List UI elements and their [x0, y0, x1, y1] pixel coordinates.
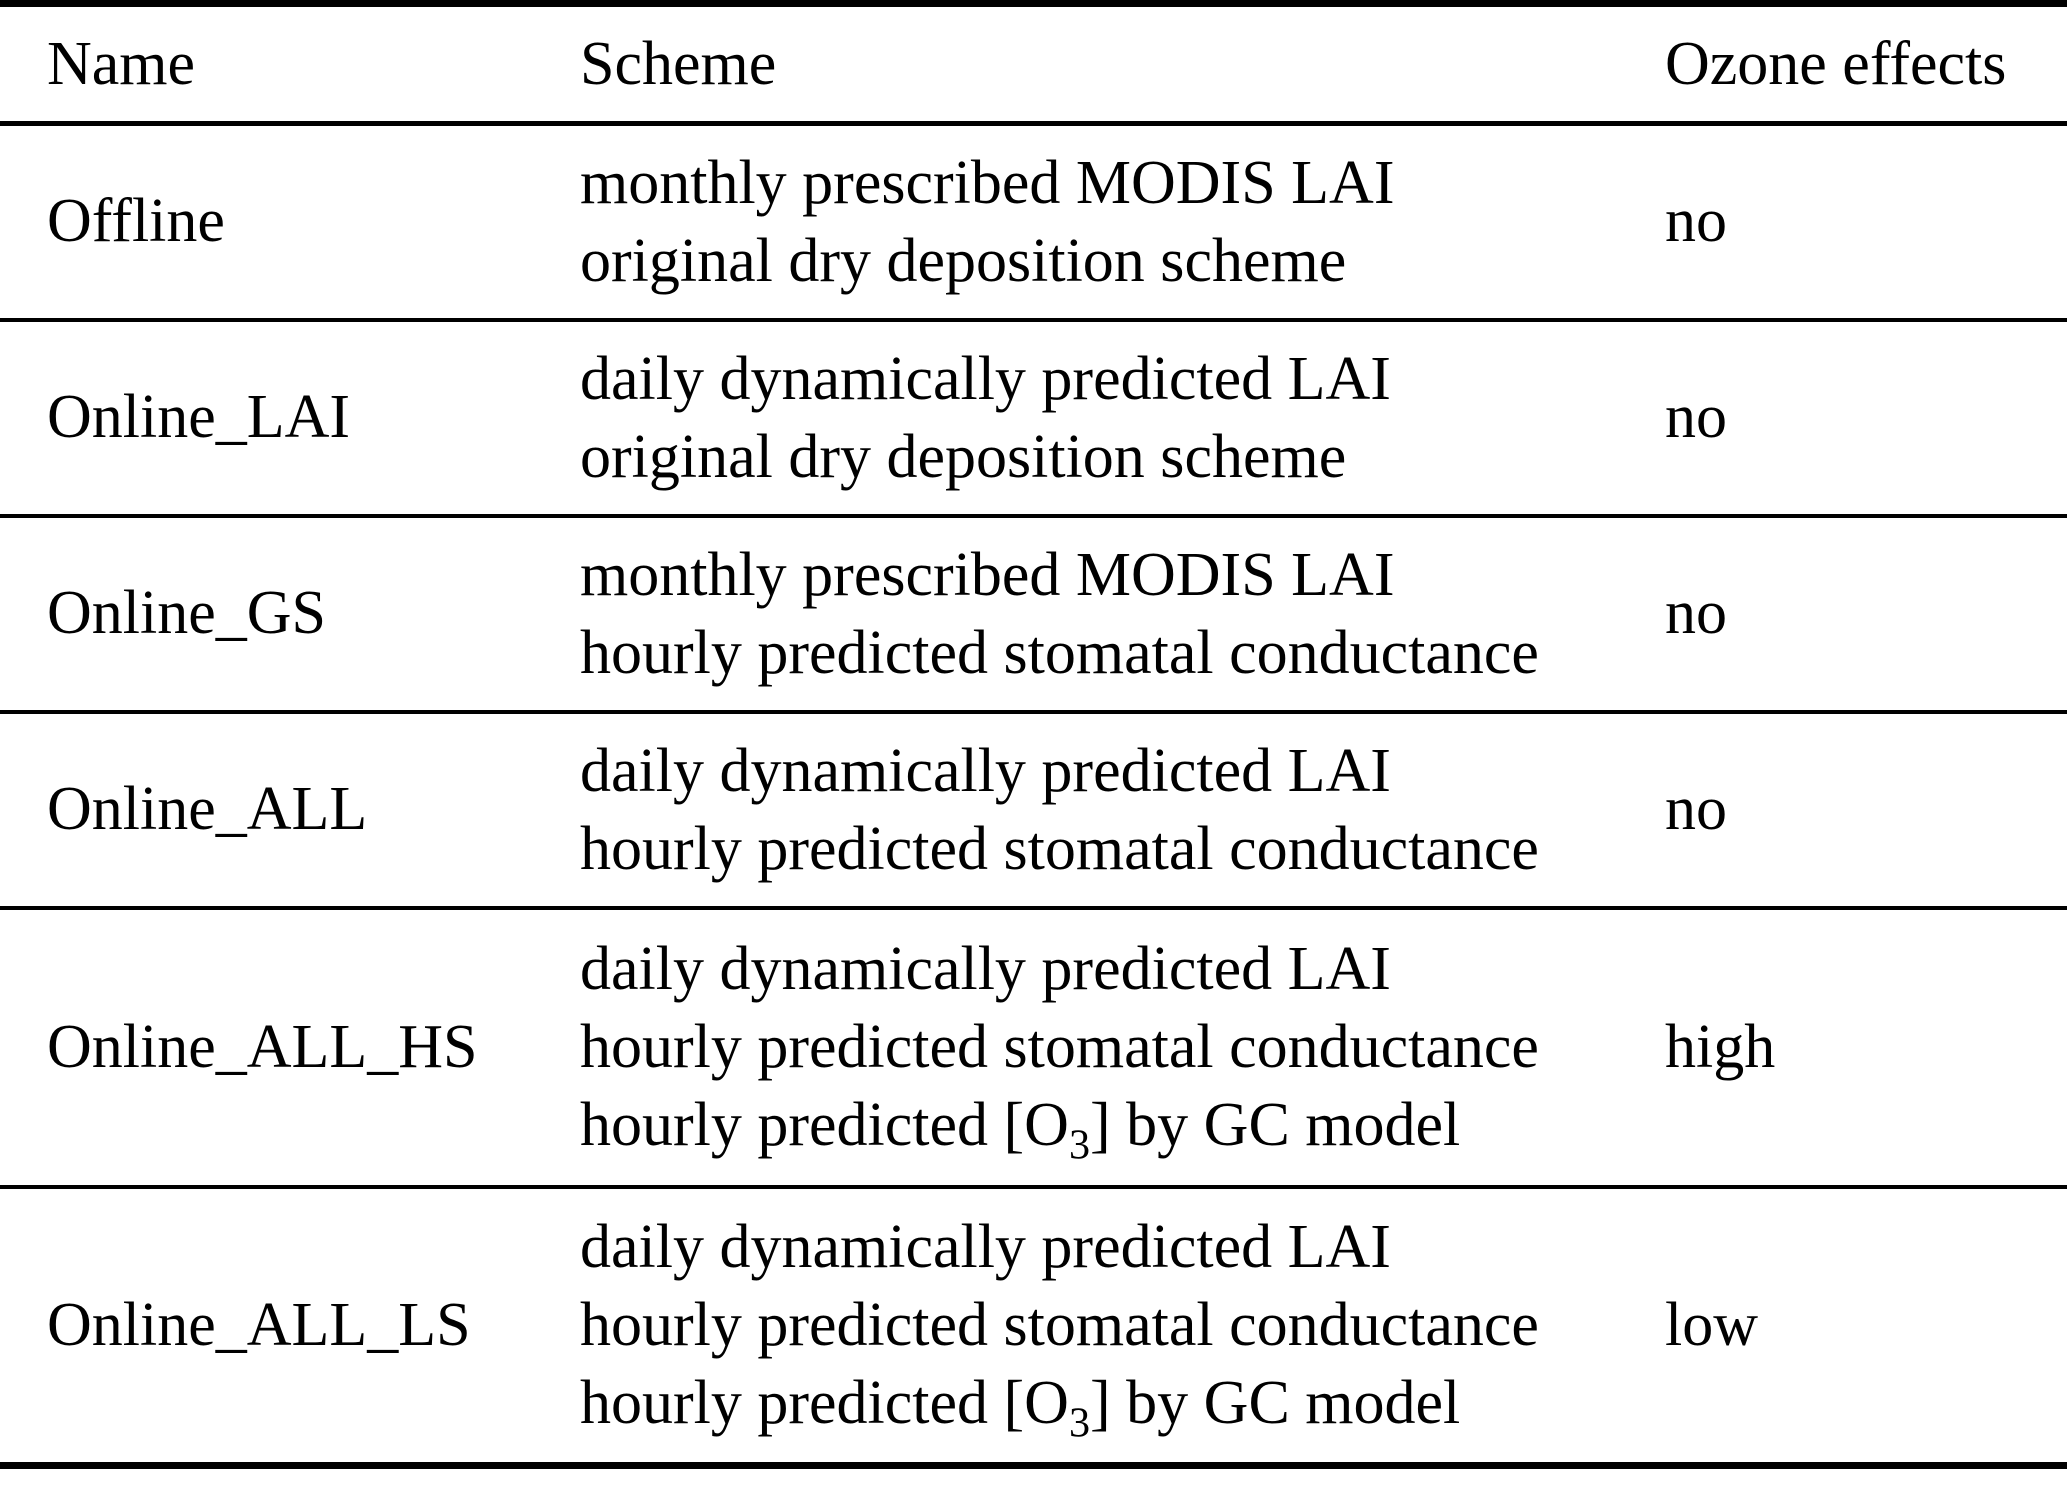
scheme-line: hourly predicted stomatal conductance	[580, 1291, 1539, 1360]
experiment-name: Online_LAI	[47, 383, 351, 451]
table-row: Online_LAI daily dynamically predicted LA…	[0, 320, 2067, 516]
scheme-cell: monthly prescribed MODIS LAI hourly predi…	[580, 516, 1665, 712]
scheme-cell: daily dynamically predicted LAI hourly pr…	[580, 1187, 1665, 1466]
scheme-line: hourly predicted [O3] by GC model	[580, 1369, 1461, 1447]
scheme-line: hourly predicted [O3] by GC model	[580, 1091, 1461, 1169]
experiment-name: Online_ALL_HS	[47, 1012, 478, 1081]
scheme-line: original dry deposition scheme	[580, 422, 1347, 491]
ozone-effect-value: no	[1665, 187, 1727, 256]
scheme-cell: monthly prescribed MODIS LAI original dry…	[580, 124, 1665, 320]
ozone-effect-value: low	[1665, 1290, 1758, 1359]
scheme-line: daily dynamically predicted LAI	[580, 736, 1391, 805]
table-row: Online_ALL daily dynamically predicted LA…	[0, 712, 2067, 908]
column-header-name: Name	[47, 29, 196, 98]
ozone-effect-value: no	[1665, 383, 1727, 451]
scheme-cell: daily dynamically predicted LAI hourly pr…	[580, 908, 1665, 1187]
scheme-line: daily dynamically predicted LAI	[580, 344, 1391, 413]
experiment-name: Online_ALL	[47, 775, 368, 843]
scheme-line: hourly predicted stomatal conductance	[580, 814, 1539, 883]
table-row: Offline monthly prescribed MODIS LAI origi…	[0, 124, 2067, 320]
table-header: Name Scheme Ozone effects	[0, 4, 2067, 124]
scheme-cell: daily dynamically predicted LAI hourly pr…	[580, 712, 1665, 908]
scheme-line: monthly prescribed MODIS LAI	[580, 540, 1395, 609]
experiment-name: Online_GS	[47, 579, 326, 647]
ozone-effect-value: no	[1665, 775, 1727, 843]
table-row: Online_ALL_LS daily dynamically predicted…	[0, 1187, 2067, 1466]
header-row: Name Scheme Ozone effects	[0, 4, 2067, 124]
scheme-line: monthly prescribed MODIS LAI	[580, 148, 1395, 217]
column-header-scheme: Scheme	[580, 29, 777, 98]
ozone-effect-value: no	[1665, 579, 1727, 647]
table-row: Online_ALL_HS daily dynamically predicted…	[0, 908, 2067, 1187]
scheme-cell: daily dynamically predicted LAI original …	[580, 320, 1665, 516]
scheme-line: original dry deposition scheme	[580, 226, 1347, 295]
table-row: Online_GS monthly prescribed MODIS LAI hou…	[0, 516, 2067, 712]
ozone-effect-value: high	[1665, 1012, 1776, 1081]
scheme-line: daily dynamically predicted LAI	[580, 935, 1391, 1003]
experiment-name: Offline	[47, 187, 225, 256]
scheme-line: hourly predicted stomatal conductance	[580, 1013, 1539, 1081]
ozone-subscript: 3	[1068, 1399, 1091, 1447]
table-body: Offline monthly prescribed MODIS LAI origi…	[0, 124, 2067, 1466]
scheme-line: daily dynamically predicted LAI	[580, 1213, 1391, 1282]
experiment-name: Online_ALL_LS	[47, 1290, 471, 1359]
column-header-ozone-effects: Ozone effects	[1665, 29, 2007, 98]
scheme-line: hourly predicted stomatal conductance	[580, 618, 1539, 687]
ozone-subscript: 3	[1068, 1121, 1091, 1169]
